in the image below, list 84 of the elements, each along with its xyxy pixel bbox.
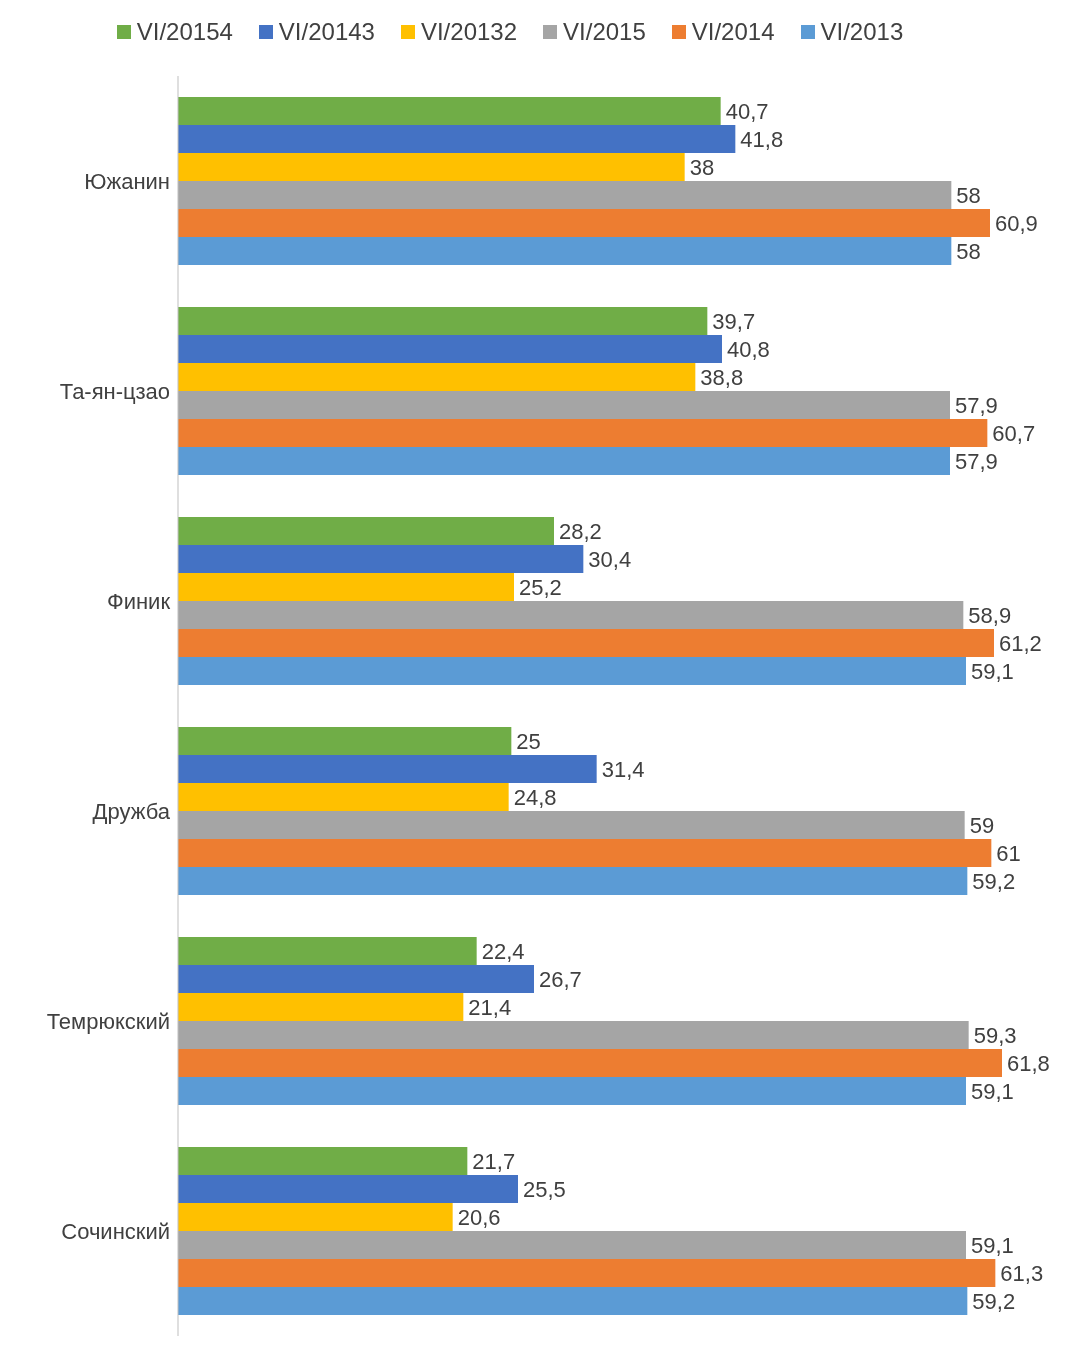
data-label: 58 [956, 182, 981, 208]
data-label: 26,7 [539, 966, 582, 992]
bar [178, 783, 509, 811]
data-label: 39,7 [712, 308, 756, 334]
bar [178, 181, 952, 209]
bar [178, 1077, 966, 1105]
bar [178, 1287, 968, 1315]
data-label: 38,8 [700, 364, 744, 390]
data-label: 59,2 [972, 868, 1016, 894]
bar [178, 307, 708, 335]
data-label: 61,2 [999, 630, 1042, 656]
data-label: 57,9 [955, 392, 998, 418]
data-label: 24,8 [513, 784, 557, 810]
bar [178, 447, 950, 475]
data-label: 20,6 [457, 1204, 501, 1230]
data-label: 22,4 [481, 938, 525, 964]
data-label: 59 [969, 812, 995, 838]
bar [178, 391, 950, 419]
bar [178, 125, 736, 153]
bar [178, 97, 721, 125]
bar [178, 1147, 468, 1175]
bar [178, 209, 990, 237]
bar [178, 993, 464, 1021]
bar [178, 727, 512, 755]
data-label: 59,3 [973, 1022, 1017, 1048]
bar [178, 237, 952, 265]
bar [178, 937, 477, 965]
bar [178, 1231, 966, 1259]
data-label: 21,4 [468, 994, 512, 1020]
data-label: 59,2 [972, 1288, 1016, 1314]
y-tick-label: Южанин [84, 168, 170, 194]
bar [178, 1175, 518, 1203]
data-label: 40,8 [727, 336, 770, 362]
data-label: 59,1 [971, 658, 1014, 684]
data-label: 61 [996, 840, 1021, 866]
data-label: 31,4 [601, 756, 645, 782]
data-label: 57,9 [955, 448, 998, 474]
data-label: 38 [689, 154, 715, 180]
bar [178, 657, 966, 685]
legend-label: VI/2015 [563, 18, 646, 46]
data-label: 58,9 [968, 602, 1012, 628]
data-label: 21,7 [472, 1148, 516, 1174]
y-tick-label: Сочинский [61, 1218, 170, 1244]
data-label: 61,8 [1007, 1050, 1050, 1076]
bar [178, 153, 685, 181]
data-label: 61,3 [1000, 1260, 1044, 1286]
bar [178, 545, 584, 573]
bar [178, 363, 696, 391]
y-tick-label: Та-ян-цзао [59, 378, 170, 404]
bar [178, 1021, 969, 1049]
bar [178, 601, 964, 629]
legend-label: VI/20143 [278, 18, 375, 46]
data-label: 28,2 [559, 518, 602, 544]
data-label: 41,8 [740, 126, 784, 152]
y-tick-label: Дружба [92, 798, 171, 824]
legend-label: VI/2013 [820, 18, 904, 46]
bar [178, 755, 597, 783]
legend-label: VI/20154 [136, 18, 233, 46]
bar [178, 867, 968, 895]
bar [178, 517, 554, 545]
bar [178, 1259, 996, 1287]
data-label: 60,7 [992, 420, 1036, 446]
y-tick-label: Финик [106, 588, 171, 614]
bar [178, 419, 988, 447]
data-label: 25,2 [519, 574, 562, 600]
data-label: 59,1 [971, 1232, 1014, 1258]
bar [178, 839, 992, 867]
data-label: 30,4 [588, 546, 632, 572]
legend-label: VI/20132 [420, 18, 518, 46]
data-label: 25,5 [523, 1176, 566, 1202]
bar [178, 629, 994, 657]
data-label: 59,1 [971, 1078, 1014, 1104]
bar [178, 811, 965, 839]
bar [178, 1049, 1002, 1077]
data-label: 40,7 [725, 98, 769, 124]
bar [178, 965, 534, 993]
data-label: 58 [956, 238, 981, 264]
bar [178, 1203, 453, 1231]
y-tick-label: Темрюкский [46, 1008, 170, 1034]
bar [178, 335, 722, 363]
bar [178, 573, 514, 601]
data-label: 60,9 [995, 210, 1038, 236]
data-label: 25 [516, 728, 541, 754]
legend-label: VI/2014 [691, 18, 775, 46]
